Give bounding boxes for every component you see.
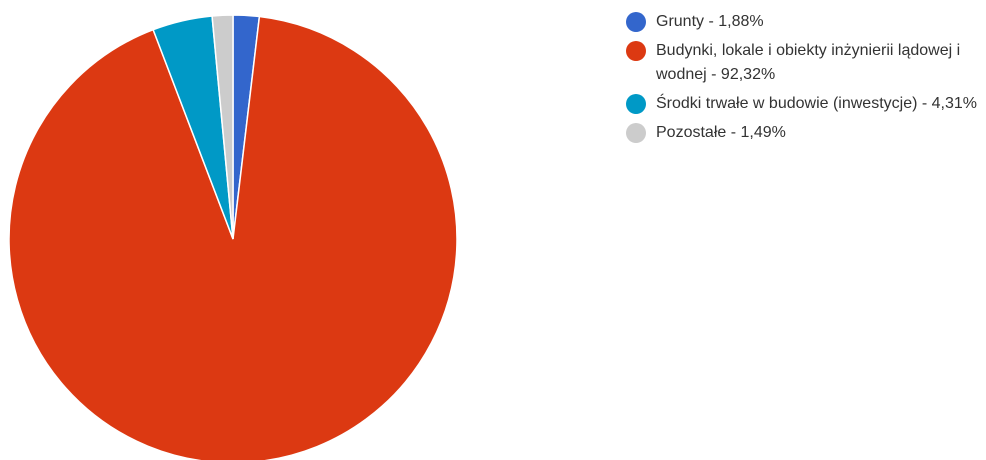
legend-label-srodki-trwale: Środki trwałe w budowie (inwestycje) - 4… bbox=[656, 95, 978, 112]
legend-swatch-grunty bbox=[626, 12, 646, 32]
legend-label-grunty: Grunty - 1,88% bbox=[656, 13, 764, 30]
legend-item-grunty: Grunty - 1,88% bbox=[626, 10, 982, 34]
legend-swatch-pozostale bbox=[626, 123, 646, 143]
legend-swatch-srodki-trwale bbox=[626, 94, 646, 114]
legend-item-srodki-trwale: Środki trwałe w budowie (inwestycje) - 4… bbox=[626, 92, 982, 116]
legend-item-budynki: Budynki, lokale i obiekty inżynierii ląd… bbox=[626, 39, 982, 87]
legend-label-pozostale: Pozostałe - 1,49% bbox=[656, 124, 786, 141]
chart-legend: Grunty - 1,88% Budynki, lokale i obiekty… bbox=[626, 10, 982, 150]
legend-item-pozostale: Pozostałe - 1,49% bbox=[626, 121, 982, 145]
pie-slice-pozostale bbox=[211, 14, 234, 240]
legend-swatch-budynki bbox=[626, 41, 646, 61]
legend-label-budynki: Budynki, lokale i obiekty inżynierii ląd… bbox=[656, 42, 961, 83]
pie-slice-budynki bbox=[8, 15, 458, 460]
pie-plot-area bbox=[8, 14, 458, 460]
